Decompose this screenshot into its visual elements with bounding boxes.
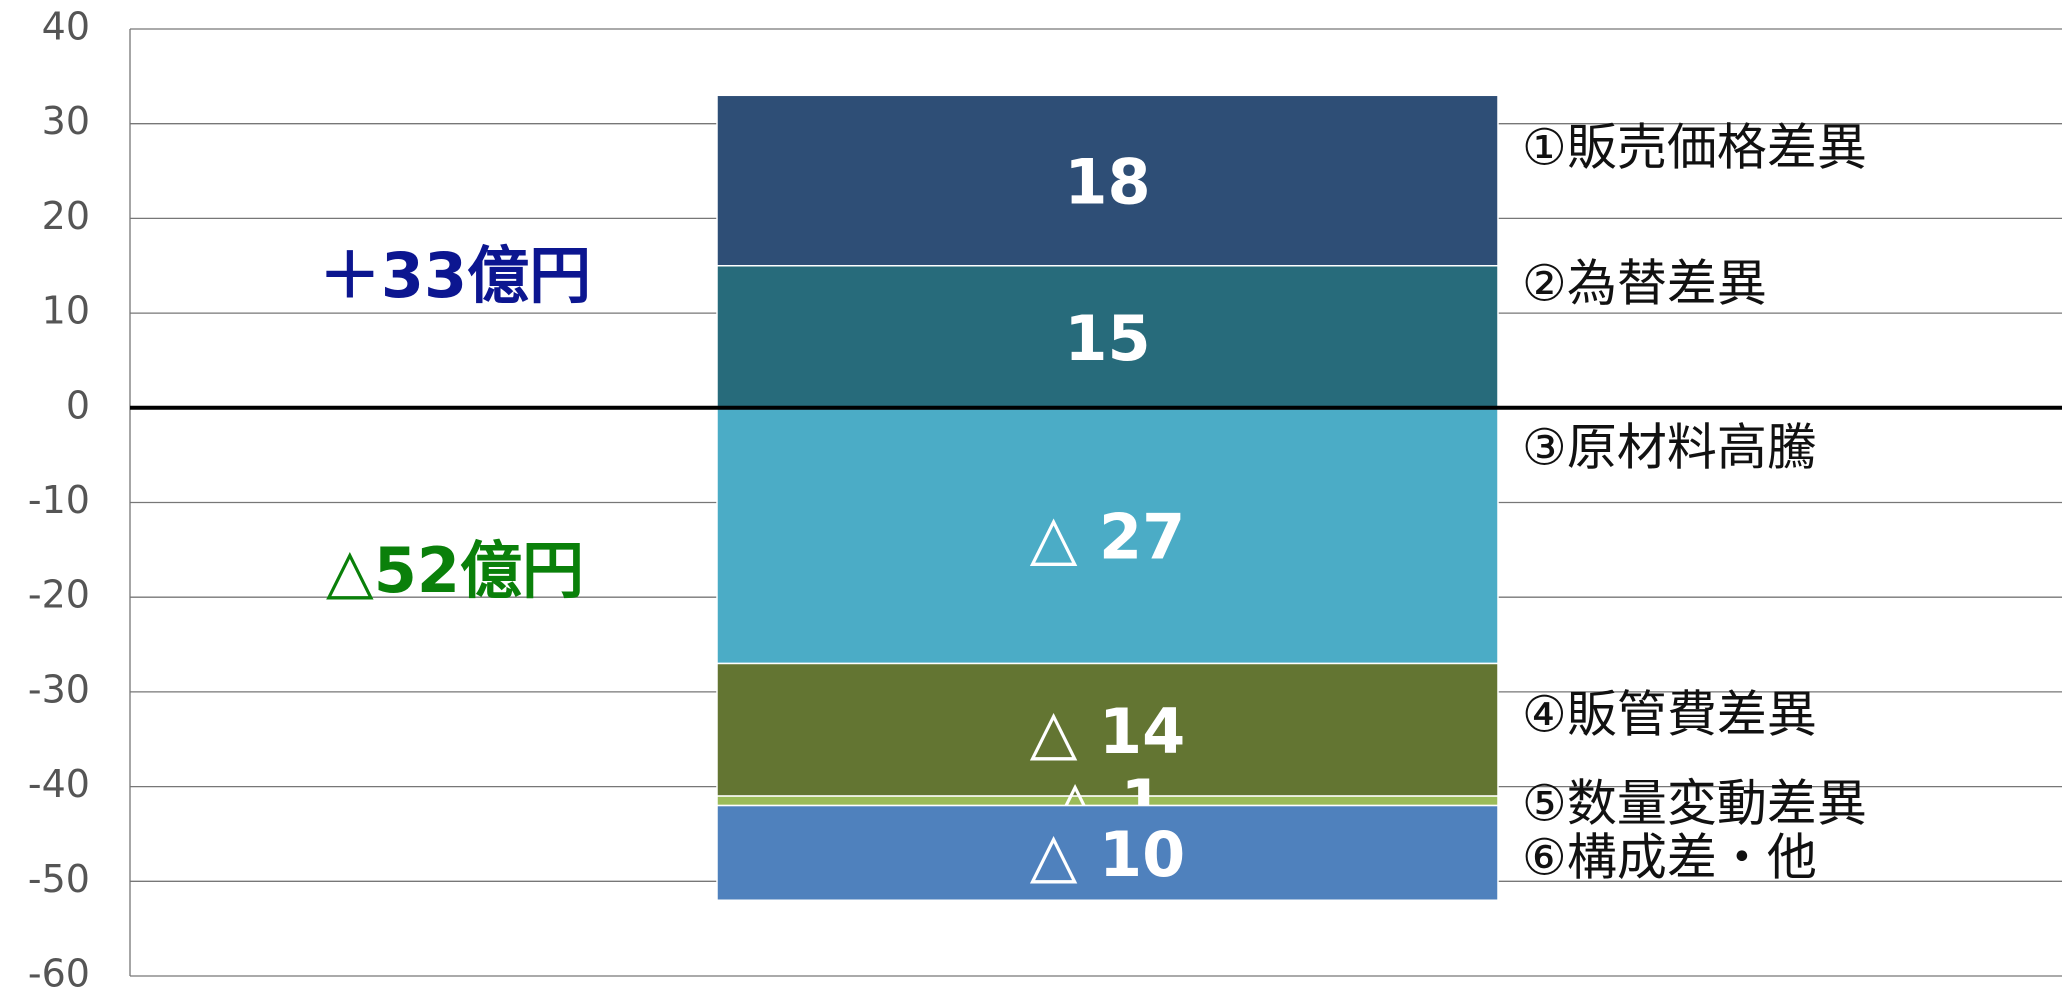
series-label: ④販管費差異 [1522, 686, 1817, 744]
y-tick-label: 10 [42, 289, 90, 333]
annotation: △52億円 [326, 534, 584, 607]
series-label: ①販売価格差異 [1522, 119, 1867, 177]
bar-segment [716, 662, 1499, 797]
y-tick-label: -60 [28, 952, 90, 994]
series-label: ⑤数量変動差異 [1522, 775, 1867, 833]
series-label: ⑥構成差・他 [1522, 829, 1817, 887]
data-label: 18 [1064, 146, 1150, 219]
series-label: ③原材料高騰 [1522, 419, 1817, 477]
bar-segment [716, 94, 1499, 267]
data-label: 15 [1064, 302, 1150, 375]
y-tick-label: -50 [28, 857, 90, 901]
y-tick-label: -10 [28, 478, 90, 522]
y-tick-label: 20 [42, 194, 90, 238]
y-tick-label: -30 [28, 667, 90, 711]
y-tick-label: 0 [66, 383, 90, 427]
y-tick-label: 30 [42, 99, 90, 143]
annotation: ＋33億円 [319, 239, 591, 312]
y-tick-label: -20 [28, 573, 90, 617]
series-label: ②為替差異 [1522, 255, 1767, 313]
bar-segment [716, 804, 1499, 901]
y-tick-label: -40 [28, 762, 90, 806]
y-tick-label: 40 [42, 5, 90, 49]
data-label: △ 10 [1030, 818, 1186, 891]
bar-segment [716, 265, 1499, 409]
data-label: △ 14 [1030, 695, 1186, 768]
data-label: △ 27 [1030, 501, 1186, 574]
